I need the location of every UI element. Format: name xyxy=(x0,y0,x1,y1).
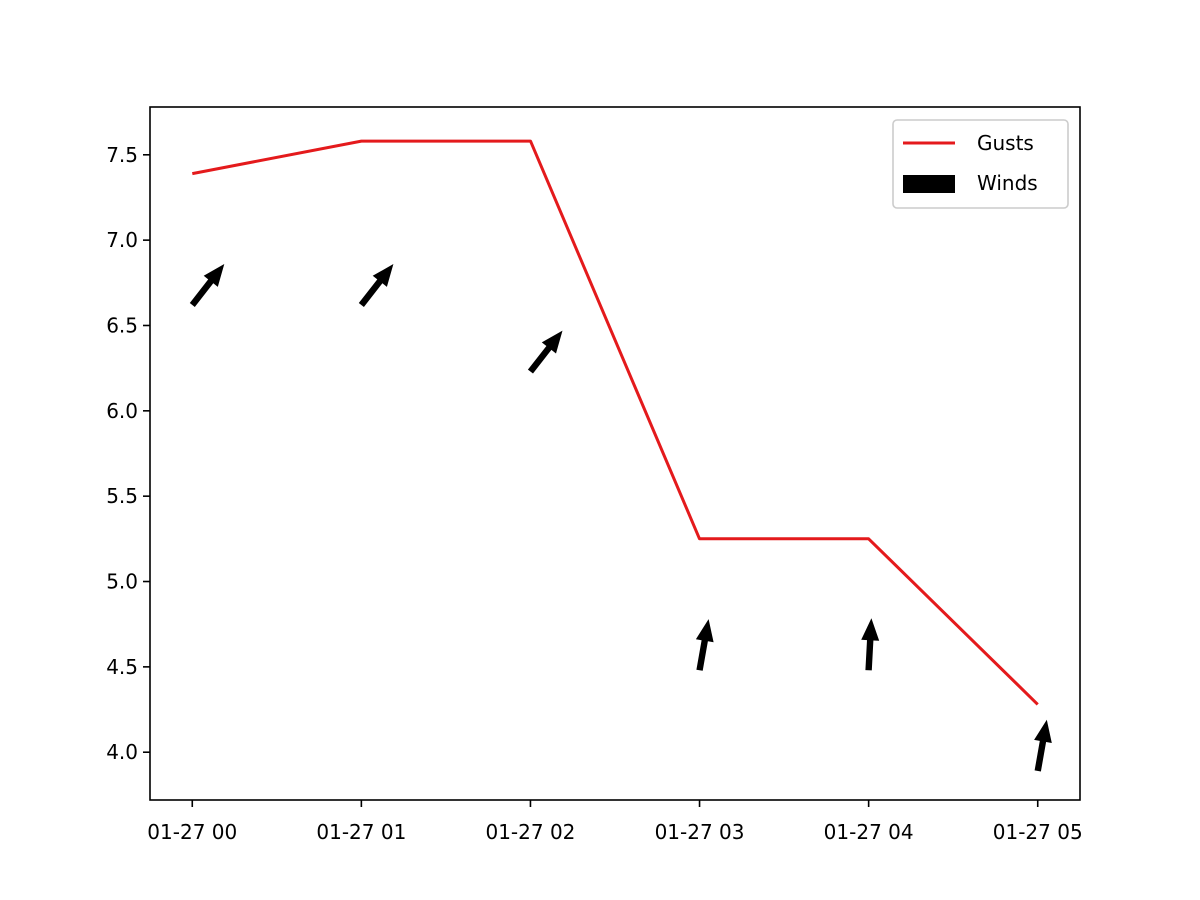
x-axis: 01-27 00 01-27 01 01-27 02 01-27 03 01-27 04… xyxy=(147,800,1083,844)
y-tick-label: 6.0 xyxy=(106,399,138,423)
wind-arrow-icon xyxy=(695,619,714,671)
wind-arrow-icon xyxy=(861,618,880,671)
wind-arrow-icon xyxy=(1034,719,1052,772)
legend-gusts-label: Gusts xyxy=(977,131,1034,155)
y-tick-label: 4.5 xyxy=(106,655,138,679)
winds-quiver xyxy=(189,264,1052,772)
x-tick-label: 01-27 05 xyxy=(993,820,1083,844)
plot-area xyxy=(149,106,1081,801)
wind-arrow-icon xyxy=(189,264,225,307)
axes-frame xyxy=(149,106,1081,801)
y-tick-label: 7.5 xyxy=(106,143,138,167)
y-tick-label: 5.5 xyxy=(106,484,138,508)
wind-arrow-icon xyxy=(358,264,394,307)
legend-winds-swatch xyxy=(903,175,955,193)
legend: Gusts Winds xyxy=(892,119,1069,209)
gusts-line xyxy=(192,139,1039,706)
y-tick-label: 5.0 xyxy=(106,570,138,594)
x-tick-label: 01-27 03 xyxy=(655,820,745,844)
y-tick-label: 4.0 xyxy=(106,740,138,764)
x-tick-label: 01-27 01 xyxy=(316,820,406,844)
x-tick-label: 01-27 04 xyxy=(824,820,914,844)
y-axis: 4.0 4.5 5.0 5.5 6.0 6.5 7.0 7.5 xyxy=(106,143,150,764)
y-tick-label: 7.0 xyxy=(106,228,138,252)
legend-winds-label: Winds xyxy=(977,171,1038,195)
x-tick-label: 01-27 00 xyxy=(147,820,237,844)
y-tick-label: 6.5 xyxy=(106,313,138,337)
wind-arrow-icon xyxy=(527,330,563,374)
gusts-line-series xyxy=(192,139,1039,706)
x-tick-label: 01-27 02 xyxy=(485,820,575,844)
